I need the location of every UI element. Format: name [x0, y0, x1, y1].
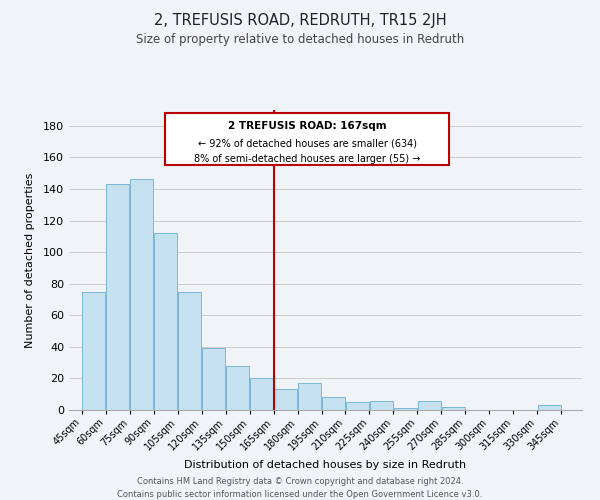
Bar	[418, 400, 441, 410]
Text: Contains public sector information licensed under the Open Government Licence v3: Contains public sector information licen…	[118, 490, 482, 499]
Bar	[106, 184, 129, 410]
Bar	[154, 233, 177, 410]
Bar	[370, 400, 393, 410]
Bar	[250, 378, 273, 410]
Text: 2, TREFUSIS ROAD, REDRUTH, TR15 2JH: 2, TREFUSIS ROAD, REDRUTH, TR15 2JH	[154, 12, 446, 28]
Text: Contains HM Land Registry data © Crown copyright and database right 2024.: Contains HM Land Registry data © Crown c…	[137, 478, 463, 486]
Bar	[346, 402, 369, 410]
Text: Size of property relative to detached houses in Redruth: Size of property relative to detached ho…	[136, 32, 464, 46]
Bar	[226, 366, 249, 410]
Bar	[82, 292, 105, 410]
Bar	[322, 398, 345, 410]
Bar	[538, 406, 560, 410]
X-axis label: Distribution of detached houses by size in Redruth: Distribution of detached houses by size …	[184, 460, 467, 470]
Y-axis label: Number of detached properties: Number of detached properties	[25, 172, 35, 348]
Text: ← 92% of detached houses are smaller (634): ← 92% of detached houses are smaller (63…	[197, 138, 416, 148]
Bar	[274, 390, 297, 410]
Bar	[130, 180, 153, 410]
Bar	[442, 407, 464, 410]
Text: 2 TREFUSIS ROAD: 167sqm: 2 TREFUSIS ROAD: 167sqm	[228, 121, 386, 131]
Bar	[202, 348, 225, 410]
FancyBboxPatch shape	[165, 113, 449, 166]
Text: 8% of semi-detached houses are larger (55) →: 8% of semi-detached houses are larger (5…	[194, 154, 421, 164]
Bar	[178, 292, 201, 410]
Bar	[394, 408, 417, 410]
Bar	[298, 383, 321, 410]
